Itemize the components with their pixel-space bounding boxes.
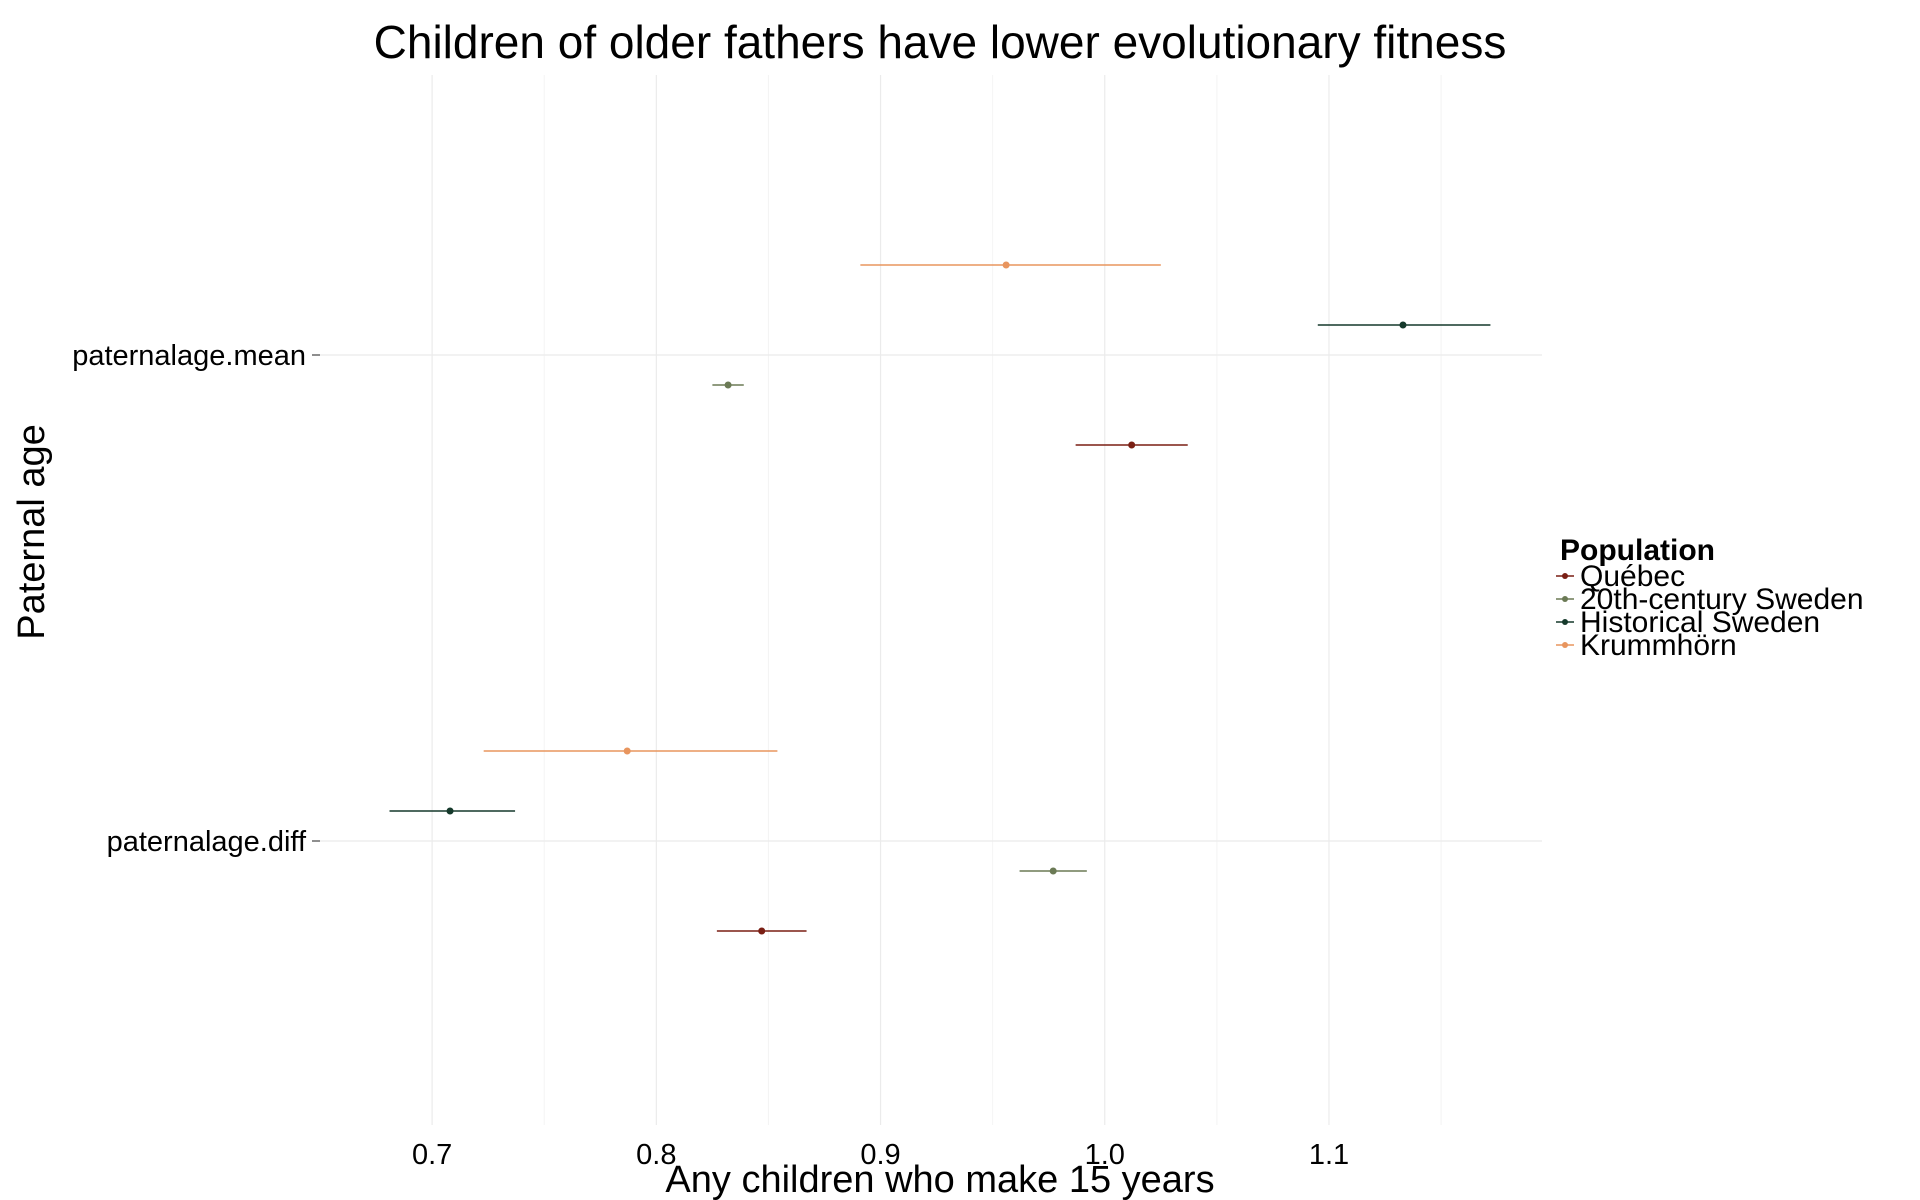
data-point [1002,261,1010,269]
legend-label: Krummhörn [1580,629,1737,662]
legend-label: 20th-century Sweden [1580,583,1864,616]
legend-title: Population [1560,534,1715,567]
data-point [1128,441,1136,449]
x-axis: 0.7 0.8 0.9 1.0 1.1 [412,1139,1349,1171]
grid [320,75,1542,1125]
data-point [758,927,766,935]
data-point [446,807,454,815]
legend-key-point [1562,642,1568,648]
legend-key-point [1562,619,1568,625]
data-point [623,747,631,755]
x-tick-label: 0.8 [636,1139,676,1171]
legend-label: Québec [1580,560,1685,593]
plot-marks [389,261,1491,935]
chart-title: Children of older fathers have lower evo… [374,16,1507,68]
y-tick-label: paternalage.diff [107,826,307,858]
data-point [1049,867,1057,875]
x-tick-label: 0.9 [860,1139,900,1171]
x-tick-label: 1.1 [1309,1139,1349,1171]
data-point [1399,321,1407,329]
legend-key-point [1562,573,1568,579]
y-axis: paternalage.mean paternalage.diff [72,340,320,858]
x-tick-label: 0.7 [412,1139,452,1171]
y-axis-title: Paternal age [11,424,53,640]
legend-key-point [1562,596,1568,602]
y-tick-label: paternalage.mean [72,340,306,372]
x-axis-title: Any children who make 15 years [665,1159,1214,1200]
legend-label: Historical Sweden [1580,606,1820,639]
x-tick-label: 1.0 [1085,1139,1125,1171]
data-point [724,381,732,389]
